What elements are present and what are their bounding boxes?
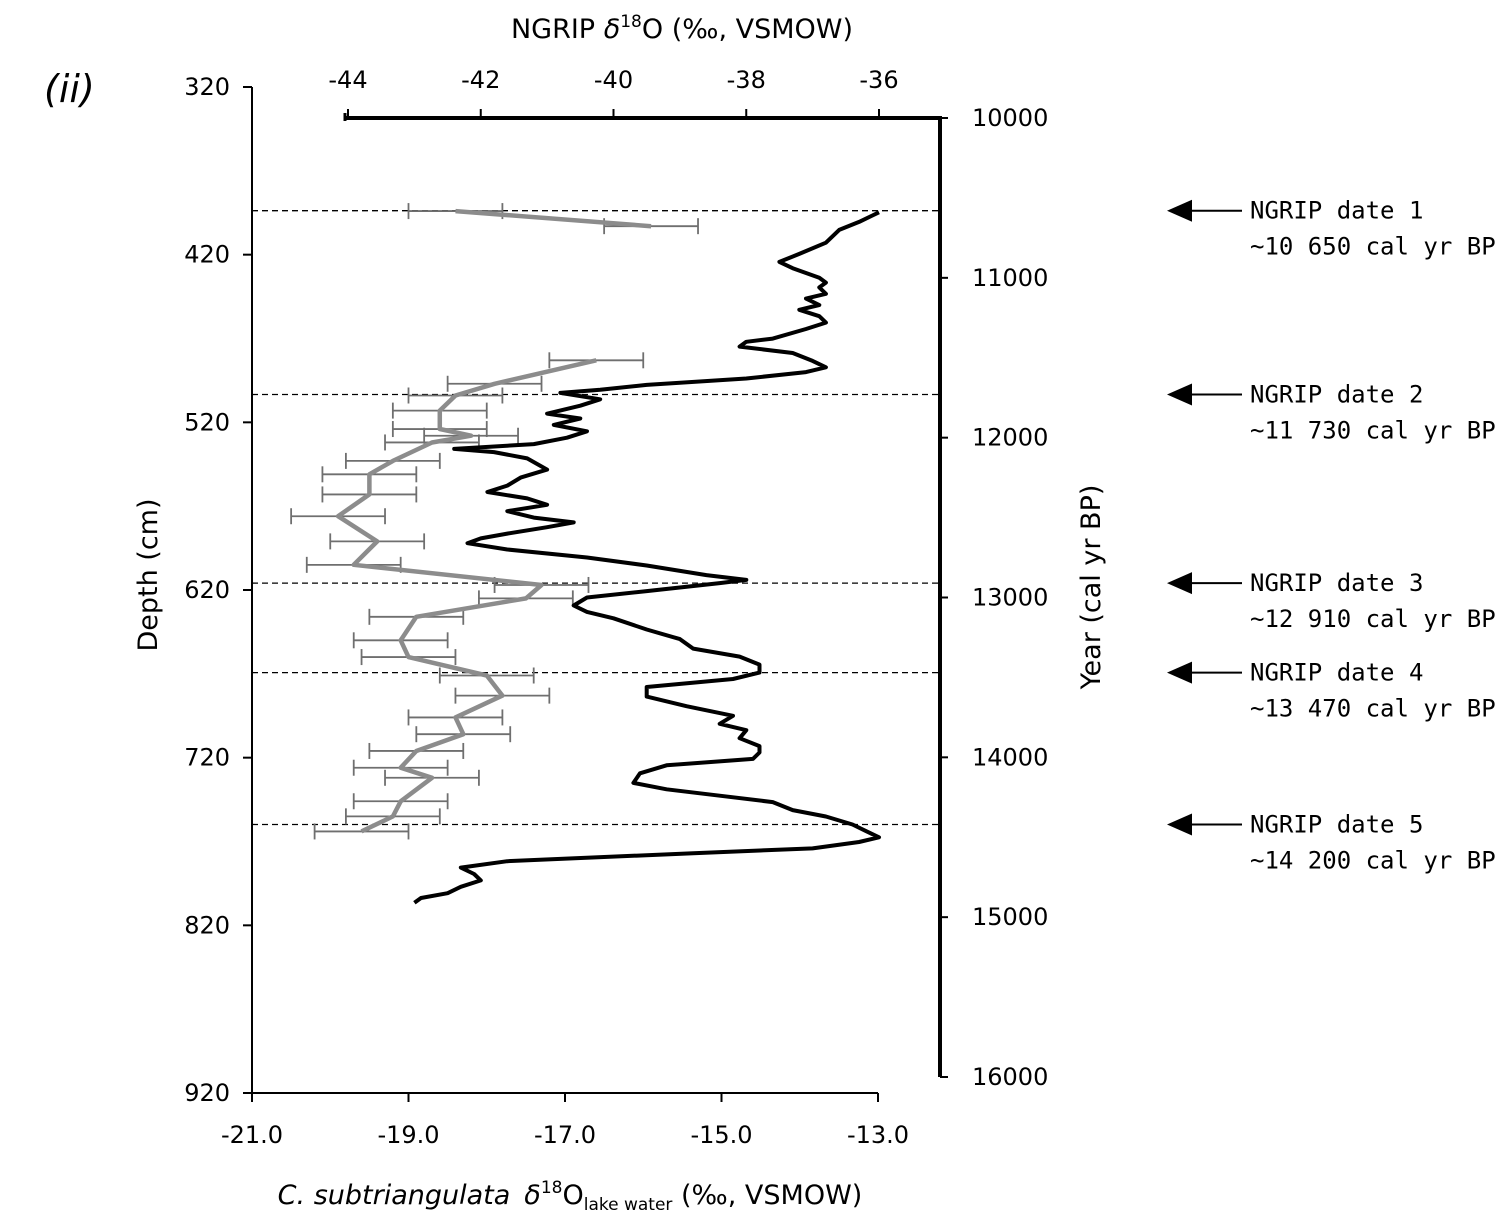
panel-label: (ii) [44,67,95,111]
date-age: ~12 910 cal yr BP [1250,605,1496,633]
lake-tick-label: -19.0 [377,1121,439,1149]
year-tick-label: 12000 [972,424,1048,452]
ngrip-title-delta: δ [604,14,621,45]
lake-water-line [455,208,652,229]
year-tick-label: 15000 [972,903,1048,931]
ngrip-axis: -44 -42 -40 -38 -36 [328,66,940,121]
lake-tick-label: -21.0 [221,1121,283,1149]
lake-water-line [335,358,597,834]
year-tick-label: 16000 [972,1063,1048,1091]
ngrip-title-sup: 18 [620,12,642,32]
date-age: ~14 200 cal yr BP [1250,846,1496,874]
depth-tick-label: 320 [184,73,230,101]
lake-title-delta: δ [524,1180,541,1211]
year-axis-title: Year (cal yr BP) [1076,485,1107,691]
date-arrow-head [1167,199,1192,222]
reference-lines [252,210,940,826]
year-axis: 10000 11000 12000 13000 14000 15000 16000 [938,104,1048,1091]
date-label: NGRIP date 5 [1250,810,1423,838]
depth-tick-label: 720 [184,744,230,772]
date-label: NGRIP date 3 [1250,569,1423,597]
year-tick-label: 14000 [972,743,1048,771]
ngrip-series [413,210,881,905]
ngrip-tick-label: -44 [328,66,367,94]
date-label: NGRIP date 1 [1250,197,1423,225]
year-tick-label: 10000 [972,104,1048,132]
date-arrow-head [1167,661,1192,684]
depth-tick-label: 920 [184,1079,230,1107]
date-arrow-head [1167,813,1192,836]
depth-axis-title: Depth (cm) [133,498,164,651]
year-tick-label: 11000 [972,264,1048,292]
ngrip-tick-label: -42 [461,66,500,94]
lake-water-axis-title: C. subtriangulata δ18Olake water (‰, VSMO… [278,1178,863,1215]
lake-title-o: O [562,1180,583,1211]
date-label: NGRIP date 2 [1250,381,1423,409]
ngrip-tick-label: -36 [859,66,898,94]
depth-tick-label: 420 [184,241,230,269]
date-annotations: NGRIP date 1 ~10 650 cal yr BP NGRIP date … [1167,197,1496,874]
date-age: ~13 470 cal yr BP [1250,695,1496,723]
ngrip-line [413,210,881,905]
lake-tick-label: -17.0 [534,1121,596,1149]
ngrip-axis-title: NGRIP δ18O (‰, VSMOW) [511,12,853,45]
depth-axis: 320 420 520 620 720 820 920 [184,73,253,1107]
date-arrow-head [1167,383,1192,406]
lake-title-sup: 18 [541,1178,563,1198]
lake-tick-label: -15.0 [690,1121,752,1149]
date-arrow-head [1167,572,1192,595]
date-age: ~11 730 cal yr BP [1250,417,1496,445]
lake-title-species: C. subtriangulata [278,1180,511,1211]
depth-tick-label: 520 [184,408,230,436]
lake-tick-label: -13.0 [847,1121,909,1149]
ngrip-title-pre: NGRIP [511,14,604,45]
depth-tick-label: 820 [184,911,230,939]
ngrip-title-post: O (‰, VSMOW) [642,14,853,45]
lake-title-rest: (‰, VSMOW) [672,1180,862,1211]
lake-water-error-bars [290,203,699,840]
lake-title-sub: lake water [584,1195,673,1215]
ngrip-tick-label: -38 [727,66,766,94]
depth-tick-label: 620 [184,576,230,604]
lake-water-series [335,208,652,834]
date-label: NGRIP date 4 [1250,659,1423,687]
year-tick-label: 13000 [972,584,1048,612]
ngrip-tick-label: -40 [594,66,633,94]
lake-water-axis: -21.0 -19.0 -17.0 -15.0 -13.0 [221,1092,909,1149]
date-age: ~10 650 cal yr BP [1250,233,1496,261]
